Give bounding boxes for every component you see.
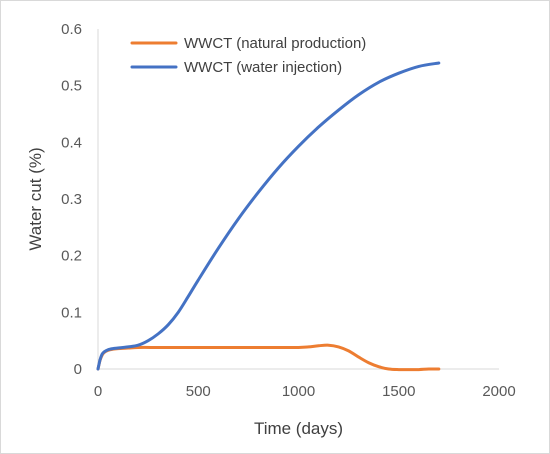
legend-label: WWCT (water injection) — [184, 59, 342, 76]
x-tick-label: 500 — [186, 383, 211, 400]
x-tick-label: 1500 — [382, 383, 415, 400]
series-line-natural-production — [96, 343, 441, 372]
y-tick-label: 0.3 — [61, 191, 82, 208]
legend-label: WWCT (natural production) — [184, 35, 366, 52]
y-tick-label: 0.6 — [61, 21, 82, 38]
series-line-water-injection — [96, 61, 441, 371]
y-tick-label: 0.4 — [61, 134, 82, 151]
x-tick-label: 0 — [94, 383, 102, 400]
y-tick-label: 0.2 — [61, 248, 82, 265]
x-axis-title: Time (days) — [254, 419, 343, 438]
x-tick-label: 1000 — [282, 383, 315, 400]
y-tick-label: 0 — [74, 361, 82, 378]
y-axis-title: Water cut (%) — [26, 147, 45, 250]
axes-layer: 0 500 1000 1500 2000 0 0.1 0.2 0.3 0.4 0.5 0.6 — [61, 21, 516, 400]
legend: WWCT (natural production) WWCT (water inj… — [130, 35, 366, 76]
y-tick-label: 0.1 — [61, 304, 82, 321]
x-tick-label: 2000 — [482, 383, 515, 400]
series-layer — [96, 61, 441, 372]
y-tick-label: 0.5 — [61, 78, 82, 95]
